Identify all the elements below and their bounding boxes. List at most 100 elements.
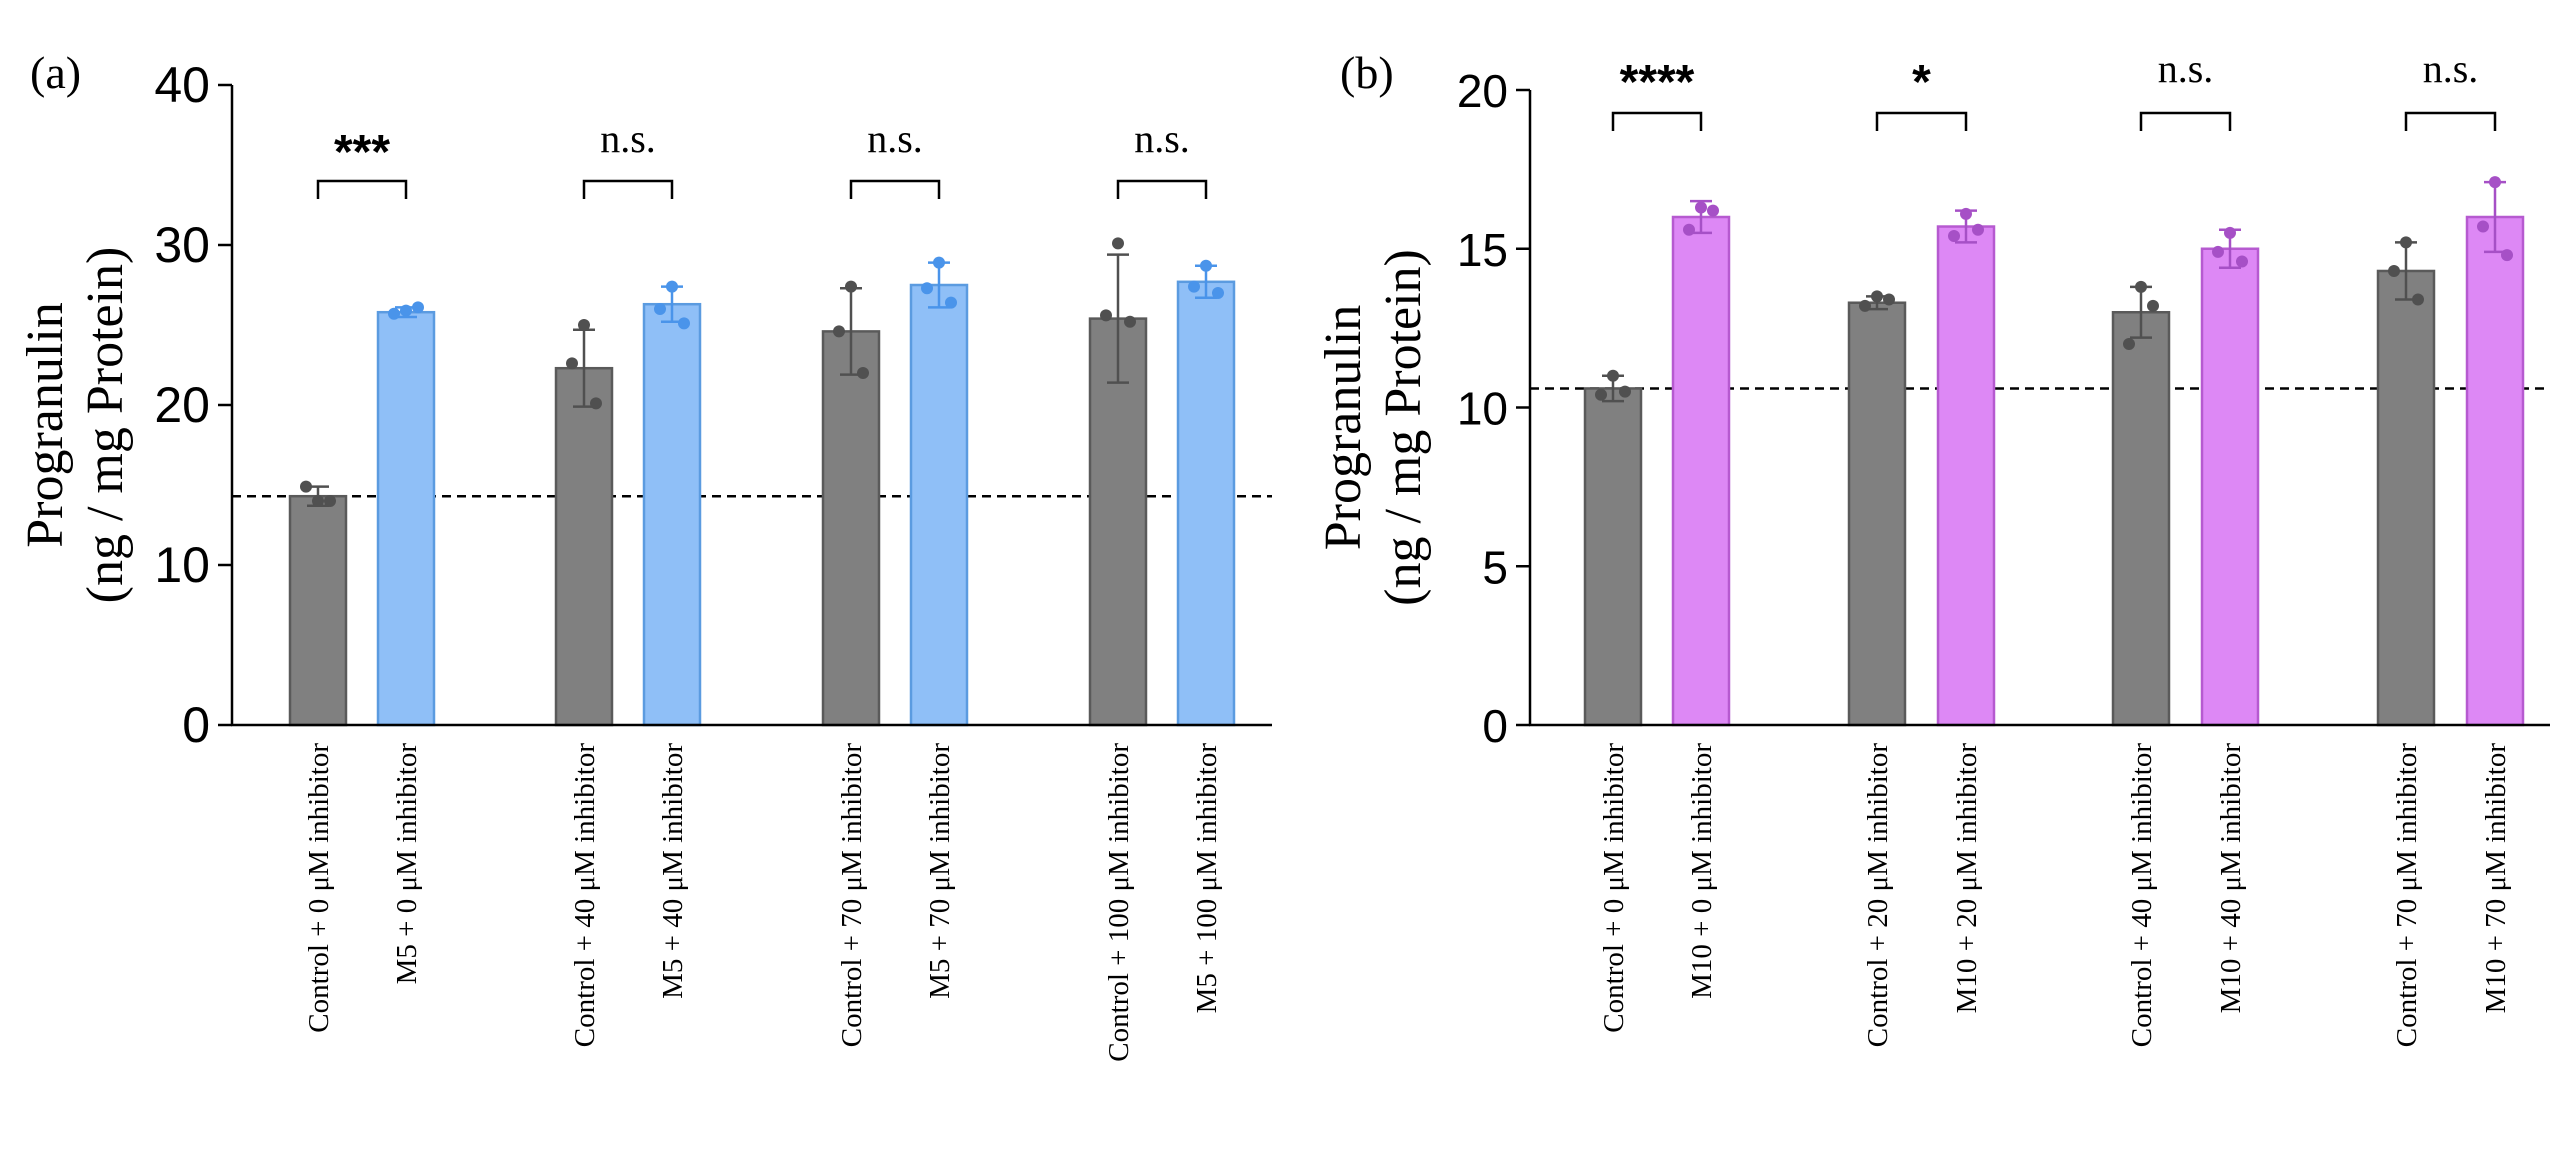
y-axis-title: (ng / mg Protein) [1375,249,1432,606]
data-point [1948,230,1960,243]
data-point [1607,369,1619,382]
chart-panel-b: (b) Progranulin (ng / mg Protein) 0 5 10 15 20 C… [1315,46,2550,1047]
data-point [1695,201,1707,214]
significance-label: * [1912,56,1931,109]
data-point [666,280,678,293]
data-point [1112,237,1124,250]
bar [2200,247,2260,727]
chart-panel-a: (a) Progranulin (ng / mg Protein) 0 10 20 30 40… [17,47,1272,1062]
data-point [1100,309,1112,322]
y-tick-label: 15 [1457,224,1508,276]
x-tick-label: M5 + 100 μM inhibitor [1191,743,1223,1014]
significance-bracket [582,179,674,199]
significance-bracket [316,179,408,199]
bar [288,494,348,727]
y-axis-title: (ng / mg Protein) [77,247,134,604]
x-tick-label: Control + 0 μM inhibitor [1598,743,1630,1033]
y-tick-label: 40 [154,57,210,113]
data-point [1619,385,1631,398]
data-point [945,296,957,309]
bar [909,283,969,727]
data-point [2412,293,2424,306]
data-point [1212,287,1224,299]
bar [642,302,702,727]
bar [1088,317,1148,727]
data-point [1883,293,1895,306]
data-point [1200,259,1212,272]
x-tick-label: Control + 40 μM inhibitor [569,743,601,1048]
data-point [590,397,602,410]
data-point [2212,245,2224,258]
significance-label: n.s. [2158,46,2214,91]
x-tick-label: M10 + 0 μM inhibitor [1686,743,1718,999]
significance-bracket [849,179,941,199]
data-point [2123,338,2135,350]
y-tick-label: 20 [1457,65,1508,117]
data-point [1124,315,1136,328]
significance-bracket [1611,111,1703,131]
data-point [933,256,945,269]
data-point [312,495,324,507]
significance-label: *** [334,126,390,179]
bar [1847,301,1907,727]
y-tick-label: 0 [182,697,210,753]
significance-label: n.s. [600,116,656,161]
data-point [1972,223,1984,236]
x-tick-label: Control + 70 μM inhibitor [2391,743,2423,1048]
data-point [1859,299,1871,312]
y-tick-label: 10 [154,537,210,593]
x-tick-label: Control + 70 μM inhibitor [836,743,868,1048]
panel-label: (a) [30,47,81,98]
bar [2376,269,2436,727]
data-point [1188,280,1200,293]
data-point [400,304,412,317]
panel-label: (b) [1340,47,1394,98]
x-tick-label: M10 + 40 μM inhibitor [2215,743,2247,1014]
bar [1671,215,1731,727]
significance-bracket [2139,111,2232,131]
data-point [2147,299,2159,312]
x-tick-label: Control + 20 μM inhibitor [1862,743,1894,1048]
significance-bracket [1875,111,1968,131]
data-point [578,319,590,331]
x-tick-label: M10 + 70 μM inhibitor [2480,743,2512,1014]
data-point [1595,388,1607,401]
data-point [2224,226,2236,239]
data-point [2489,176,2501,189]
data-point [388,307,400,320]
x-tick-label: M5 + 70 μM inhibitor [924,743,956,999]
data-point [2236,255,2248,268]
data-point [857,367,869,379]
y-axis-title: Progranulin [1315,305,1372,551]
significance-bracket [1116,179,1208,199]
y-tick-label: 10 [1457,383,1508,435]
data-point [833,325,845,338]
x-tick-label: Control + 100 μM inhibitor [1103,743,1135,1062]
bar [1176,280,1236,727]
data-point [654,303,666,315]
y-tick-label: 30 [154,217,210,273]
x-tick-label: Control + 0 μM inhibitor [303,743,335,1033]
data-point [1707,204,1719,217]
data-point [1871,290,1883,303]
bar [2465,215,2525,727]
data-point [678,317,690,330]
data-point [2477,220,2489,233]
data-point [412,301,424,314]
data-point [2501,249,2513,262]
x-tick-label: M5 + 0 μM inhibitor [391,743,423,985]
significance-label: n.s. [1134,116,1190,161]
bar [554,366,614,727]
x-tick-label: M5 + 40 μM inhibitor [657,743,689,999]
x-tick-label: Control + 40 μM inhibitor [2126,743,2158,1048]
data-point [1960,207,1972,220]
significance-label: n.s. [867,116,923,161]
bar [376,310,436,727]
significance-label: **** [1620,56,1695,109]
significance-bracket [2404,111,2497,131]
data-point [1683,223,1695,236]
y-tick-label: 0 [1482,700,1508,752]
y-tick-label: 5 [1482,541,1508,593]
data-point [921,282,933,295]
